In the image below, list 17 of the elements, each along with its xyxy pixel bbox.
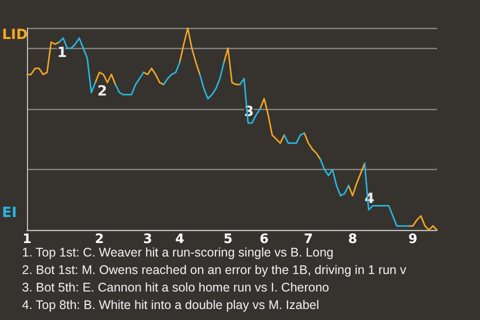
text: 2. Bot 1st: M. Owens reached on an error by the 1B, driving in 1 run v [22,263,407,277]
x-tick-label: 2 [94,232,104,247]
x-tick-label: 1 [22,232,32,247]
annotation: 2 [97,84,108,100]
text: EI [2,205,17,221]
text: 4. Top 8th: B. White hit into a double play vs M. Izabel [22,298,320,312]
text: 1. Top 1st: C. Weaver hit a run-scoring single vs B. Long [22,246,334,260]
x-tick-label: 6 [260,232,269,247]
x-tick-label: 7 [304,232,313,247]
x-tick-label: 5 [223,232,233,247]
text: 3. Bot 5th: E. Cannon hit a solo home run vs I. Cherono [22,280,330,294]
annotation: 1 [57,45,67,62]
series-label: LID [2,27,28,43]
x-tick-label: 4 [175,232,184,247]
x-tick-label: 9 [408,232,418,247]
x-tick-label: 8 [348,232,358,247]
x-tick-label: 3 [143,232,152,247]
